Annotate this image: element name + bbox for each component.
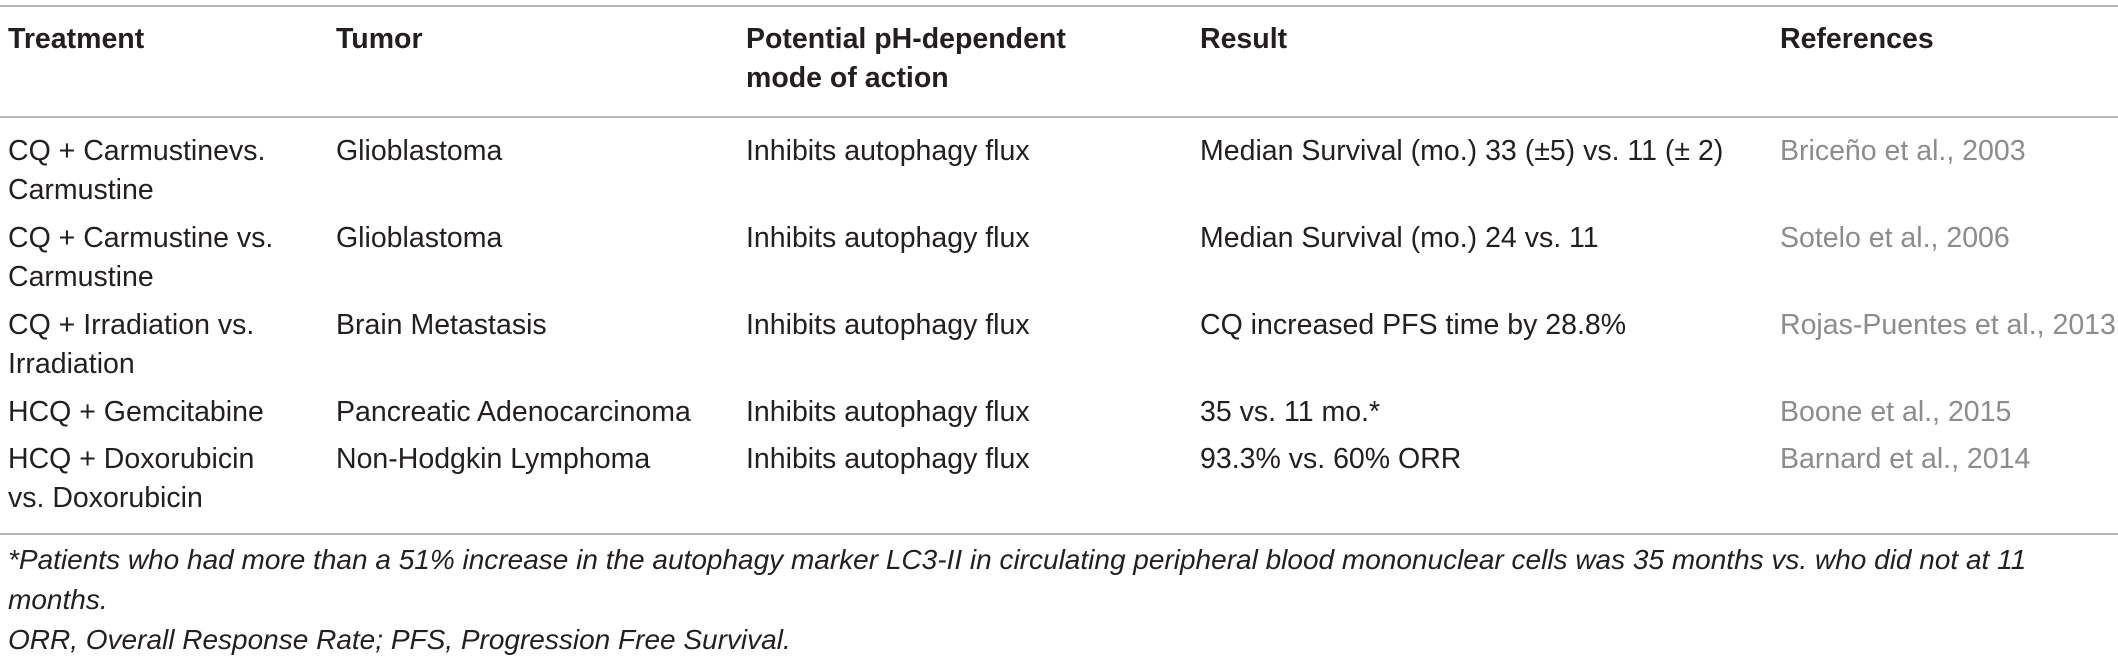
tumor-cell: Pancreatic Adenocarcinoma [336,396,691,428]
reference-link[interactable]: Sotelo et al., 2006 [1780,222,2010,254]
header-references: References [1780,23,1934,55]
tumor-cell: Glioblastoma [336,222,503,254]
footnote-asterisk: *Patients who had more than a 51% increa… [8,544,2027,615]
tumor-cell: Non-Hodgkin Lymphoma [336,443,651,475]
mode-cell: Inhibits autophagy flux [746,443,1030,475]
mode-cell: Inhibits autophagy flux [746,396,1030,428]
table-top-rule [0,5,2118,7]
result-cell: 93.3% vs. 60% ORR [1200,443,1462,475]
header-result: Result [1200,23,1288,55]
mode-cell: Inhibits autophagy flux [746,222,1030,254]
result-cell: Median Survival (mo.) 24 vs. 11 [1200,222,1599,254]
tumor-cell: Brain Metastasis [336,309,547,341]
treatment-cell: CQ + Irradiation vs. Irradiation [8,309,255,380]
table-header-rule [0,116,2118,118]
result-cell: CQ increased PFS time by 28.8% [1200,309,1627,341]
reference-link[interactable]: Briceño et al., 2003 [1780,135,2026,167]
footnote-abbreviations: ORR, Overall Response Rate; PFS, Progres… [8,624,791,655]
header-mode-of-action: Potential pH-dependent mode of action [746,23,1066,94]
reference-link[interactable]: Barnard et al., 2014 [1780,443,2031,475]
table-bottom-rule [0,533,2118,535]
header-treatment: Treatment [8,23,145,55]
result-cell: Median Survival (mo.) 33 (±5) vs. 11 (± … [1200,135,1724,167]
treatment-cell: CQ + Carmustine vs. Carmustine [8,222,274,293]
reference-link[interactable]: Boone et al., 2015 [1780,396,2012,428]
header-tumor: Tumor [336,23,423,55]
reference-link[interactable]: Rojas-Puentes et al., 2013 [1780,309,2116,341]
tumor-cell: Glioblastoma [336,135,503,167]
treatment-cell: CQ + Carmustinevs. Carmustine [8,135,266,206]
mode-cell: Inhibits autophagy flux [746,135,1030,167]
mode-cell: Inhibits autophagy flux [746,309,1030,341]
treatment-cell: HCQ + Gemcitabine [8,396,264,428]
result-cell: 35 vs. 11 mo.* [1200,396,1381,428]
treatment-cell: HCQ + Doxorubicin vs. Doxorubicin [8,443,255,514]
